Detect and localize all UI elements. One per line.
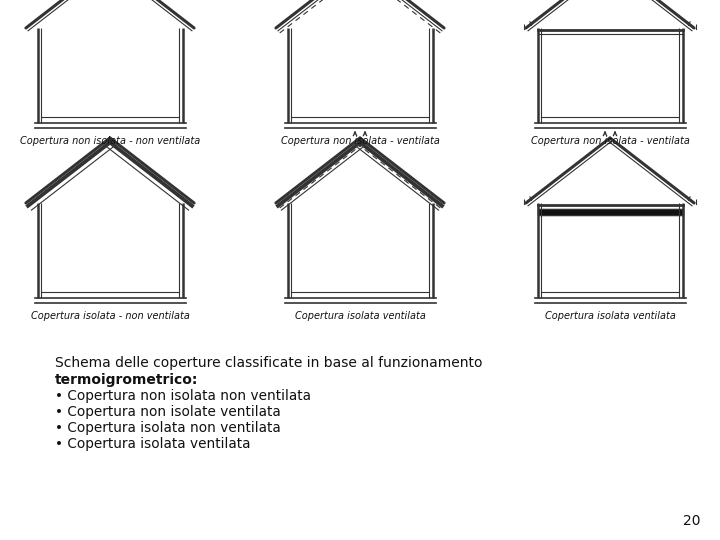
Text: Schema delle coperture classificate in base al funzionamento: Schema delle coperture classificate in b… [55, 356, 482, 370]
Text: Copertura non isolata - ventilata: Copertura non isolata - ventilata [531, 136, 690, 146]
Text: • Copertura non isolata non ventilata: • Copertura non isolata non ventilata [55, 389, 311, 403]
Text: Copertura isolata ventilata: Copertura isolata ventilata [544, 311, 675, 321]
Text: • Copertura isolata ventilata: • Copertura isolata ventilata [55, 437, 251, 451]
Text: • Copertura non isolate ventilata: • Copertura non isolate ventilata [55, 405, 281, 419]
Text: Copertura isolata - non ventilata: Copertura isolata - non ventilata [30, 311, 189, 321]
Text: Copertura non isolata - ventilata: Copertura non isolata - ventilata [281, 136, 439, 146]
Text: • Copertura isolata non ventilata: • Copertura isolata non ventilata [55, 421, 281, 435]
Text: termoigrometrico:: termoigrometrico: [55, 373, 199, 387]
Text: Copertura isolata ventilata: Copertura isolata ventilata [294, 311, 426, 321]
Text: Copertura non isolata - non ventilata: Copertura non isolata - non ventilata [20, 136, 200, 146]
Text: 20: 20 [683, 514, 700, 528]
